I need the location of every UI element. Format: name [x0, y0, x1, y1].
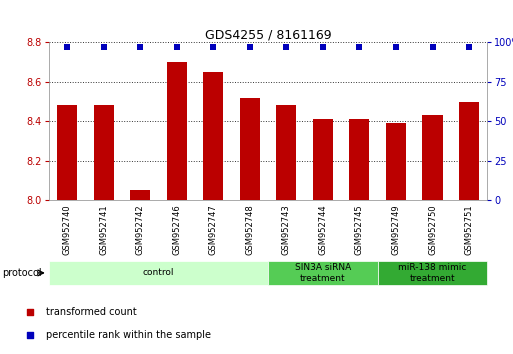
Point: [319, 44, 327, 50]
Point: [26, 309, 34, 315]
Bar: [378, 261, 487, 285]
Point: [465, 44, 473, 50]
Text: GSM952742: GSM952742: [135, 205, 145, 255]
Text: SIN3A siRNA
treatment: SIN3A siRNA treatment: [295, 263, 351, 282]
Bar: [349, 119, 369, 200]
Text: protocol: protocol: [3, 268, 42, 278]
Bar: [167, 62, 187, 200]
Bar: [130, 190, 150, 200]
Point: [356, 44, 364, 50]
Point: [209, 44, 218, 50]
Point: [100, 44, 108, 50]
Text: GSM952746: GSM952746: [172, 205, 181, 255]
Bar: [459, 102, 479, 200]
Point: [246, 44, 254, 50]
Text: GSM952744: GSM952744: [319, 205, 327, 255]
Point: [26, 333, 34, 338]
Title: GDS4255 / 8161169: GDS4255 / 8161169: [205, 28, 331, 41]
Point: [136, 44, 144, 50]
Point: [282, 44, 290, 50]
Point: [428, 44, 437, 50]
Bar: [423, 115, 443, 200]
Text: control: control: [143, 268, 174, 278]
Bar: [268, 261, 378, 285]
Bar: [203, 72, 223, 200]
Bar: [386, 123, 406, 200]
Bar: [277, 105, 297, 200]
Bar: [57, 105, 77, 200]
Text: GSM952748: GSM952748: [245, 205, 254, 255]
Text: GSM952751: GSM952751: [465, 205, 473, 255]
Text: GSM952740: GSM952740: [63, 205, 71, 255]
Point: [172, 44, 181, 50]
Text: GSM952747: GSM952747: [209, 205, 218, 255]
Text: GSM952741: GSM952741: [99, 205, 108, 255]
Point: [392, 44, 400, 50]
Point: [63, 44, 71, 50]
Text: GSM952745: GSM952745: [355, 205, 364, 255]
Text: percentile rank within the sample: percentile rank within the sample: [47, 330, 211, 341]
Text: GSM952750: GSM952750: [428, 205, 437, 255]
Text: GSM952743: GSM952743: [282, 205, 291, 255]
Text: transformed count: transformed count: [47, 307, 137, 318]
Bar: [240, 98, 260, 200]
Text: GSM952749: GSM952749: [391, 205, 401, 255]
Bar: [313, 119, 333, 200]
Bar: [49, 261, 268, 285]
Bar: [93, 105, 113, 200]
Text: miR-138 mimic
treatment: miR-138 mimic treatment: [398, 263, 467, 282]
